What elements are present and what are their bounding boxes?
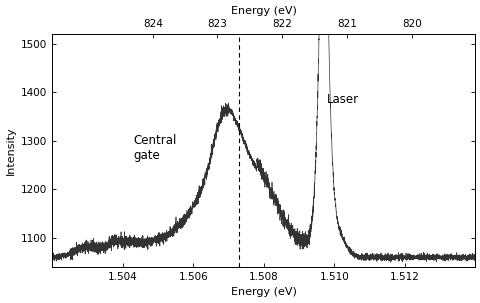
X-axis label: Energy (eV): Energy (eV) — [230, 5, 296, 15]
Text: Laser: Laser — [326, 93, 359, 106]
Y-axis label: Intensity: Intensity — [6, 126, 15, 175]
Text: Central
gate: Central gate — [133, 134, 176, 162]
X-axis label: Energy (eV): Energy (eV) — [230, 288, 296, 298]
